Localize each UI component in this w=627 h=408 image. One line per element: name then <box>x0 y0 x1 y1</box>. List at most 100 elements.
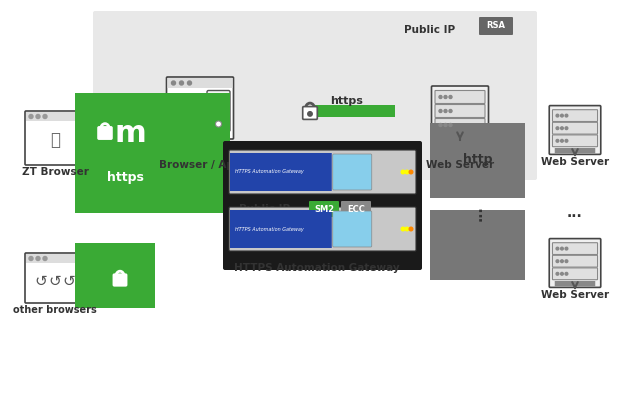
FancyBboxPatch shape <box>26 254 84 263</box>
Circle shape <box>439 95 442 98</box>
Circle shape <box>556 273 559 275</box>
Circle shape <box>556 140 559 142</box>
Circle shape <box>561 114 563 117</box>
Circle shape <box>405 170 409 174</box>
Text: ↺: ↺ <box>63 273 75 288</box>
FancyBboxPatch shape <box>26 112 84 121</box>
Circle shape <box>565 273 568 275</box>
FancyBboxPatch shape <box>555 281 595 286</box>
Circle shape <box>556 127 559 130</box>
Text: Web Server: Web Server <box>541 157 609 167</box>
Circle shape <box>409 170 413 174</box>
FancyBboxPatch shape <box>167 78 233 88</box>
Circle shape <box>556 247 559 250</box>
FancyBboxPatch shape <box>98 127 112 139</box>
FancyBboxPatch shape <box>229 150 416 194</box>
Text: ECC: ECC <box>347 204 365 213</box>
Circle shape <box>561 260 563 263</box>
Circle shape <box>444 124 447 126</box>
FancyBboxPatch shape <box>230 210 332 248</box>
FancyBboxPatch shape <box>333 211 372 247</box>
Text: Public IP: Public IP <box>404 25 456 35</box>
Circle shape <box>29 257 33 260</box>
Circle shape <box>449 109 452 113</box>
FancyBboxPatch shape <box>25 111 85 165</box>
Text: Public IP: Public IP <box>239 204 290 214</box>
Circle shape <box>43 257 47 260</box>
FancyBboxPatch shape <box>172 96 198 100</box>
Text: RSA: RSA <box>487 22 505 31</box>
Text: ...: ... <box>471 205 485 221</box>
Text: ↺: ↺ <box>34 273 48 288</box>
Text: SM2: SM2 <box>314 204 334 213</box>
FancyBboxPatch shape <box>300 180 335 238</box>
Circle shape <box>565 260 568 263</box>
FancyBboxPatch shape <box>172 108 198 112</box>
FancyBboxPatch shape <box>341 201 371 217</box>
Text: https: https <box>107 171 144 184</box>
FancyBboxPatch shape <box>552 268 598 280</box>
FancyBboxPatch shape <box>438 133 483 139</box>
Circle shape <box>565 114 568 117</box>
Circle shape <box>405 227 409 231</box>
FancyBboxPatch shape <box>75 93 230 213</box>
Text: ↺: ↺ <box>49 273 61 288</box>
Circle shape <box>401 227 405 231</box>
Circle shape <box>449 124 452 126</box>
Circle shape <box>561 127 563 130</box>
Text: m: m <box>114 118 146 148</box>
Circle shape <box>444 109 447 113</box>
FancyBboxPatch shape <box>113 274 127 286</box>
FancyBboxPatch shape <box>75 243 155 308</box>
Circle shape <box>565 127 568 130</box>
Circle shape <box>449 95 452 98</box>
Circle shape <box>439 109 442 113</box>
FancyBboxPatch shape <box>229 207 416 251</box>
FancyBboxPatch shape <box>230 153 332 191</box>
Circle shape <box>556 260 559 263</box>
Circle shape <box>187 81 191 85</box>
Text: 🔧: 🔧 <box>50 131 60 149</box>
FancyBboxPatch shape <box>435 104 485 118</box>
FancyBboxPatch shape <box>435 91 485 104</box>
Circle shape <box>216 121 221 127</box>
FancyBboxPatch shape <box>25 253 85 303</box>
Circle shape <box>561 140 563 142</box>
Text: other browsers: other browsers <box>13 305 97 315</box>
Text: HTTPS Automation Gateway: HTTPS Automation Gateway <box>235 226 303 231</box>
Circle shape <box>43 115 47 118</box>
FancyBboxPatch shape <box>207 91 230 131</box>
Circle shape <box>103 132 107 136</box>
Circle shape <box>308 112 312 116</box>
Circle shape <box>561 247 563 250</box>
FancyBboxPatch shape <box>430 123 525 198</box>
FancyBboxPatch shape <box>333 154 372 190</box>
Text: Web Server: Web Server <box>426 160 494 170</box>
FancyBboxPatch shape <box>172 120 198 124</box>
FancyBboxPatch shape <box>552 110 598 122</box>
Circle shape <box>401 170 405 174</box>
FancyBboxPatch shape <box>93 11 537 180</box>
Text: HTTPS Automation Gateway: HTTPS Automation Gateway <box>234 263 400 273</box>
Circle shape <box>29 115 33 118</box>
FancyBboxPatch shape <box>315 105 395 117</box>
FancyBboxPatch shape <box>431 86 488 140</box>
FancyBboxPatch shape <box>555 148 595 153</box>
Circle shape <box>179 81 184 85</box>
Text: Browser / App: Browser / App <box>159 160 241 170</box>
FancyBboxPatch shape <box>552 255 598 267</box>
FancyBboxPatch shape <box>435 118 485 131</box>
Circle shape <box>439 124 442 126</box>
Text: ...: ... <box>567 206 583 220</box>
Circle shape <box>36 115 40 118</box>
Text: https: https <box>330 96 363 106</box>
Text: HTTPS Automation Gateway: HTTPS Automation Gateway <box>235 169 303 175</box>
FancyBboxPatch shape <box>552 243 598 255</box>
FancyBboxPatch shape <box>549 239 601 287</box>
FancyBboxPatch shape <box>430 210 525 280</box>
FancyBboxPatch shape <box>223 141 422 270</box>
Circle shape <box>561 273 563 275</box>
Circle shape <box>409 227 413 231</box>
FancyBboxPatch shape <box>549 106 601 154</box>
FancyBboxPatch shape <box>167 77 233 139</box>
